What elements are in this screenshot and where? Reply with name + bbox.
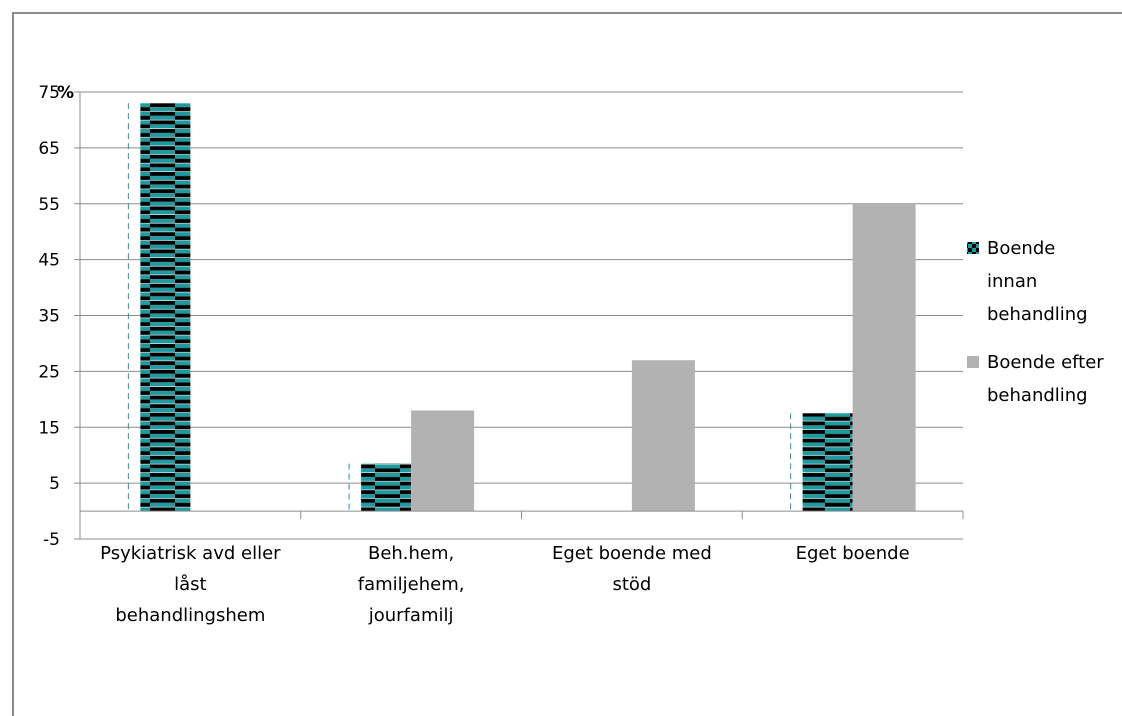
- x-category-label: Beh.hem, familjehem, jourfamilj: [358, 543, 465, 626]
- y-tick-label: 75: [38, 83, 60, 103]
- legend-item-after: Boende efter behandling: [987, 352, 1104, 406]
- bar-before-treatment: [140, 103, 191, 512]
- y-tick-label: 15: [38, 418, 60, 438]
- legend-item-before: Boende innan behandling: [987, 238, 1088, 325]
- legend-swatch: [967, 356, 979, 368]
- y-tick-label: 45: [38, 251, 60, 271]
- y-tick-label: -5: [43, 530, 60, 550]
- x-category-label: Eget boende med stöd: [552, 543, 712, 595]
- bar-before-treatment: [361, 463, 412, 512]
- y-tick-label: 55: [38, 195, 60, 215]
- chart-frame: [12, 12, 1122, 716]
- bar-after-treatment: [852, 203, 916, 512]
- y-tick-label: 65: [38, 139, 60, 159]
- y-tick-label: 25: [38, 362, 60, 382]
- x-category-label: Psykiatrisk avd eller låst behandlingshem: [100, 543, 281, 626]
- bar-before-treatment: [802, 413, 853, 512]
- bar-after-treatment: [631, 360, 695, 512]
- y-axis-label: %: [57, 83, 74, 103]
- y-tick-label: 5: [49, 474, 60, 494]
- y-tick-label: 35: [38, 307, 60, 327]
- legend-swatch: [967, 242, 979, 254]
- x-category-label: Eget boende: [796, 543, 910, 564]
- bar-after-treatment: [411, 410, 475, 512]
